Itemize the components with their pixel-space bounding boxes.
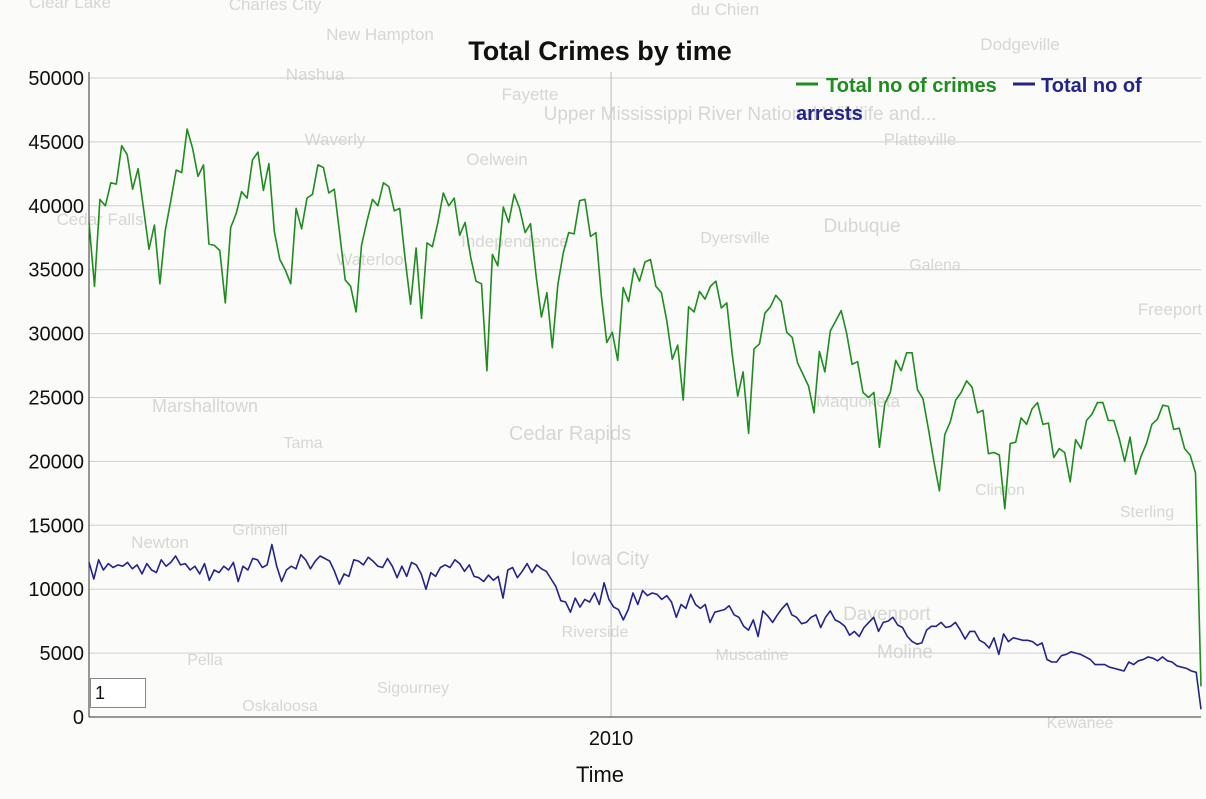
y-tick-label: 5000 [40,643,85,665]
map-label: Waverly [305,130,366,149]
grid-lines [89,72,1201,717]
x-axis-ticks: 2010 [589,728,634,750]
map-label: Waterloo [336,250,403,269]
y-tick-label: 35000 [28,260,84,282]
y-tick-label: 20000 [28,451,84,473]
map-label: Sigourney [377,680,449,697]
map-label: Newton [131,533,189,552]
legend-label-arrests-line1: Total no of [1041,75,1142,97]
map-label: Dyersville [700,230,769,247]
legend: Total no of crimes Total no of arrests [796,75,1147,125]
map-label: Sterling [1120,504,1174,521]
y-tick-label: 40000 [28,196,84,218]
map-label: Kewanee [1047,715,1114,732]
map-label: Tama [283,435,322,452]
map-label: Upper Mississippi River National Wildlif… [544,104,937,125]
map-label: Dubuque [823,216,900,237]
map-label: Grinnell [232,522,287,539]
y-tick-label: 10000 [28,579,84,601]
map-label: Iowa City [571,549,650,570]
map-label: Pella [187,652,223,669]
map-label: Cedar Falls [57,210,144,229]
map-label: Dodgeville [980,35,1059,54]
legend-label-arrests-line2: arrests [796,103,863,125]
map-label: Moline [877,642,933,663]
y-tick-label: 25000 [28,388,84,410]
x-axis-label: Time [576,762,624,787]
map-label: Independence [461,232,569,251]
legend-label-crimes: Total no of crimes [826,75,997,97]
map-label: Cedar Rapids [509,423,631,445]
y-tick-label: 45000 [28,132,84,154]
map-label: Nashua [286,65,345,84]
chart-title: Total Crimes by time [468,36,732,66]
map-label: Charles City [229,0,322,14]
map-label: Fayette [502,85,559,104]
map-label: Marshalltown [152,396,258,416]
map-label: Clinton [975,482,1025,499]
map-label: Clear Lake [29,0,111,12]
legend-label-arrests: Total no of arrests [796,75,1147,125]
y-tick-label: 0 [73,707,84,729]
map-label: Maquoketa [816,392,901,411]
map-label: Oelwein [466,150,527,169]
map-label: Platteville [884,130,957,149]
map-label: Riverside [562,624,629,641]
map-label: New Hampton [326,25,434,44]
map-label: Freeport [1138,300,1203,319]
y-tick-label: 30000 [28,324,84,346]
map-label: Muscatine [716,647,789,664]
y-tick-label: 50000 [28,68,84,90]
series-line-arrests [88,543,1202,710]
map-label: du Chien [691,0,759,19]
series-line-crimes [88,128,1202,687]
map-label: Davenport [843,604,931,625]
y-tick-label: 15000 [28,515,84,537]
value-input[interactable] [90,678,146,708]
y-axis-ticks: 0 5000 10000 15000 20000 25000 30000 35000 40000… [28,68,84,729]
series-lines [88,128,1202,710]
x-tick-label: 2010 [589,728,634,750]
map-label: Oskaloosa [242,698,318,715]
